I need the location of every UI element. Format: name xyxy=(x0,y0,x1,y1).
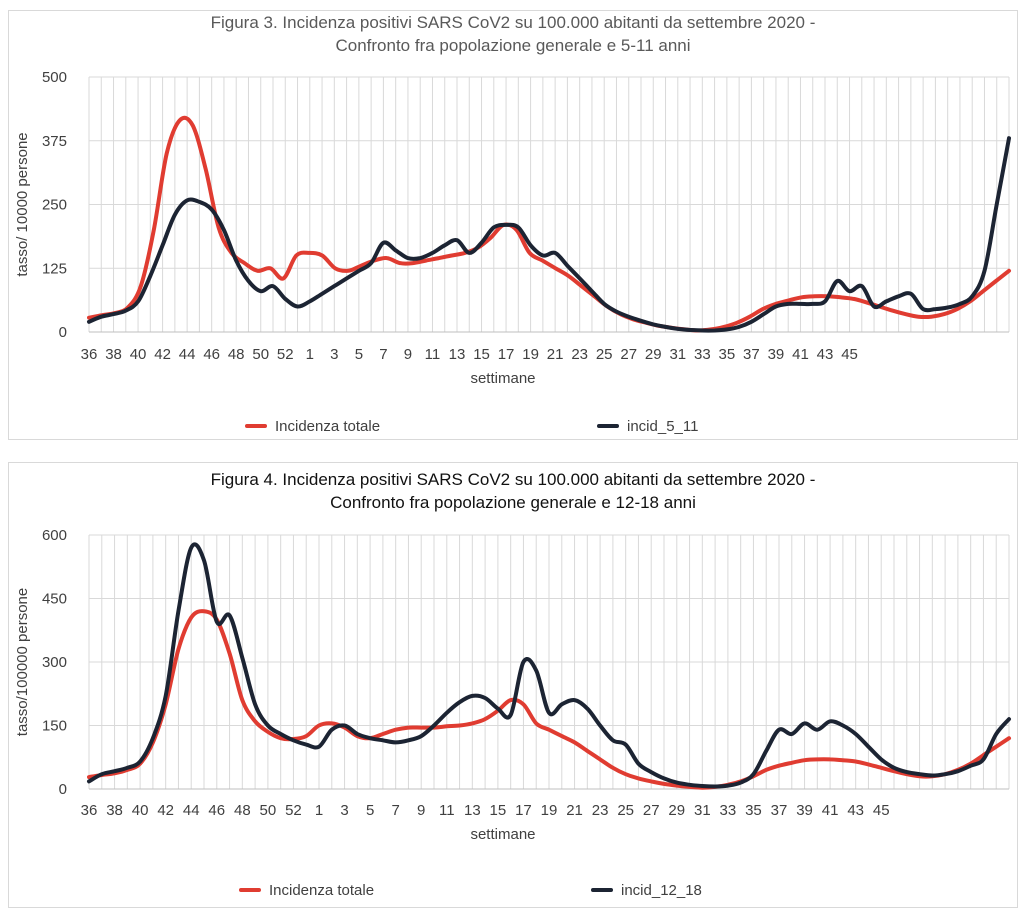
x-tick-label: 29 xyxy=(668,802,685,819)
x-tick-label: 38 xyxy=(106,802,123,819)
x-tick-label: 35 xyxy=(719,346,736,363)
y-tick-label: 150 xyxy=(42,718,67,735)
x-tick-label: 38 xyxy=(105,346,122,363)
y-axis-label: tasso/100000 persone xyxy=(14,588,31,736)
x-tick-label: 23 xyxy=(592,802,609,819)
chart-subtitle: Confronto fra popolazione generale e 12-… xyxy=(330,493,696,512)
x-tick-label: 1 xyxy=(306,346,314,363)
x-tick-label: 33 xyxy=(694,346,711,363)
x-tick-label: 15 xyxy=(473,346,490,363)
x-tick-label: 13 xyxy=(464,802,481,819)
x-tick-label: 3 xyxy=(330,346,338,363)
x-tick-label: 17 xyxy=(515,802,532,819)
x-tick-label: 45 xyxy=(841,346,858,363)
x-tick-label: 23 xyxy=(571,346,588,363)
x-tick-label: 1 xyxy=(315,802,323,819)
y-tick-label: 600 xyxy=(42,527,67,544)
x-tick-label: 31 xyxy=(669,346,686,363)
legend-label: Incidenza totale xyxy=(269,882,374,899)
x-tick-label: 33 xyxy=(720,802,737,819)
x-tick-label: 21 xyxy=(566,802,583,819)
y-tick-label: 500 xyxy=(42,69,67,86)
y-tick-label: 0 xyxy=(59,781,67,798)
chart-figura-3: Figura 3. Incidenza positivi SARS CoV2 s… xyxy=(14,13,1011,435)
x-tick-label: 7 xyxy=(391,802,399,819)
x-tick-label: 52 xyxy=(285,802,302,819)
x-tick-label: 11 xyxy=(439,802,455,819)
x-tick-label: 41 xyxy=(792,346,809,363)
x-tick-label: 46 xyxy=(208,802,225,819)
x-tick-label: 46 xyxy=(203,346,220,363)
y-tick-label: 0 xyxy=(59,324,67,341)
x-tick-label: 15 xyxy=(490,802,507,819)
x-tick-label: 17 xyxy=(498,346,515,363)
y-axis-label: tasso/ 10000 persone xyxy=(14,132,31,276)
x-tick-label: 50 xyxy=(260,802,277,819)
series-line-incidenza-totale xyxy=(87,609,1011,790)
x-tick-label: 52 xyxy=(277,346,294,363)
legend-label: incid_5_11 xyxy=(627,418,698,435)
x-tick-label: 48 xyxy=(234,802,251,819)
chart-figura-4: Figura 4. Incidenza positivi SARS CoV2 s… xyxy=(14,470,1011,899)
x-tick-label: 9 xyxy=(417,802,425,819)
x-tick-label: 25 xyxy=(596,346,613,363)
x-tick-label: 7 xyxy=(379,346,387,363)
x-tick-label: 19 xyxy=(522,346,539,363)
x-tick-label: 43 xyxy=(817,346,834,363)
y-tick-label: 375 xyxy=(42,133,67,150)
x-tick-label: 36 xyxy=(81,802,98,819)
x-tick-label: 41 xyxy=(822,802,839,819)
y-tick-label: 250 xyxy=(42,197,67,214)
x-tick-label: 37 xyxy=(743,346,760,363)
x-tick-label: 5 xyxy=(366,802,374,819)
x-tick-label: 13 xyxy=(449,346,466,363)
x-tick-label: 39 xyxy=(796,802,813,819)
x-tick-label: 3 xyxy=(340,802,348,819)
x-tick-label: 27 xyxy=(643,802,660,819)
x-tick-label: 27 xyxy=(620,346,637,363)
x-tick-label: 40 xyxy=(132,802,149,819)
x-tick-label: 19 xyxy=(541,802,558,819)
x-tick-label: 43 xyxy=(847,802,864,819)
x-tick-label: 39 xyxy=(768,346,785,363)
chart-title: Figura 4. Incidenza positivi SARS CoV2 s… xyxy=(211,470,816,489)
chart-panel-figura-3: Figura 3. Incidenza positivi SARS CoV2 s… xyxy=(8,10,1018,440)
x-tick-label: 40 xyxy=(130,346,147,363)
y-tick-label: 300 xyxy=(42,654,67,671)
x-tick-label: 44 xyxy=(179,346,196,363)
x-tick-label: 44 xyxy=(183,802,200,819)
x-axis-label: settimane xyxy=(470,370,535,387)
series-line-incid xyxy=(87,136,1011,333)
x-tick-label: 42 xyxy=(157,802,174,819)
x-tick-label: 9 xyxy=(404,346,412,363)
x-tick-label: 31 xyxy=(694,802,711,819)
y-tick-label: 450 xyxy=(42,591,67,608)
x-tick-label: 37 xyxy=(771,802,788,819)
x-tick-label: 5 xyxy=(355,346,363,363)
y-tick-label: 125 xyxy=(42,260,67,277)
series-line-incid xyxy=(87,542,1011,789)
x-tick-label: 29 xyxy=(645,346,662,363)
legend-label: Incidenza totale xyxy=(275,418,380,435)
x-tick-label: 11 xyxy=(425,346,441,363)
x-tick-label: 25 xyxy=(617,802,634,819)
chart-title: Figura 3. Incidenza positivi SARS CoV2 s… xyxy=(211,13,816,32)
x-tick-label: 35 xyxy=(745,802,762,819)
x-tick-label: 48 xyxy=(228,346,245,363)
series-line-incidenza-totale xyxy=(87,115,1011,333)
legend-label: incid_12_18 xyxy=(621,882,702,899)
x-tick-label: 45 xyxy=(873,802,890,819)
x-tick-label: 36 xyxy=(81,346,98,363)
x-tick-label: 50 xyxy=(252,346,269,363)
chart-subtitle: Confronto fra popolazione generale e 5-1… xyxy=(335,36,690,55)
x-tick-label: 42 xyxy=(154,346,171,363)
chart-panel-figura-4: Figura 4. Incidenza positivi SARS CoV2 s… xyxy=(8,462,1018,908)
x-axis-label: settimane xyxy=(470,826,535,843)
x-tick-label: 21 xyxy=(547,346,564,363)
